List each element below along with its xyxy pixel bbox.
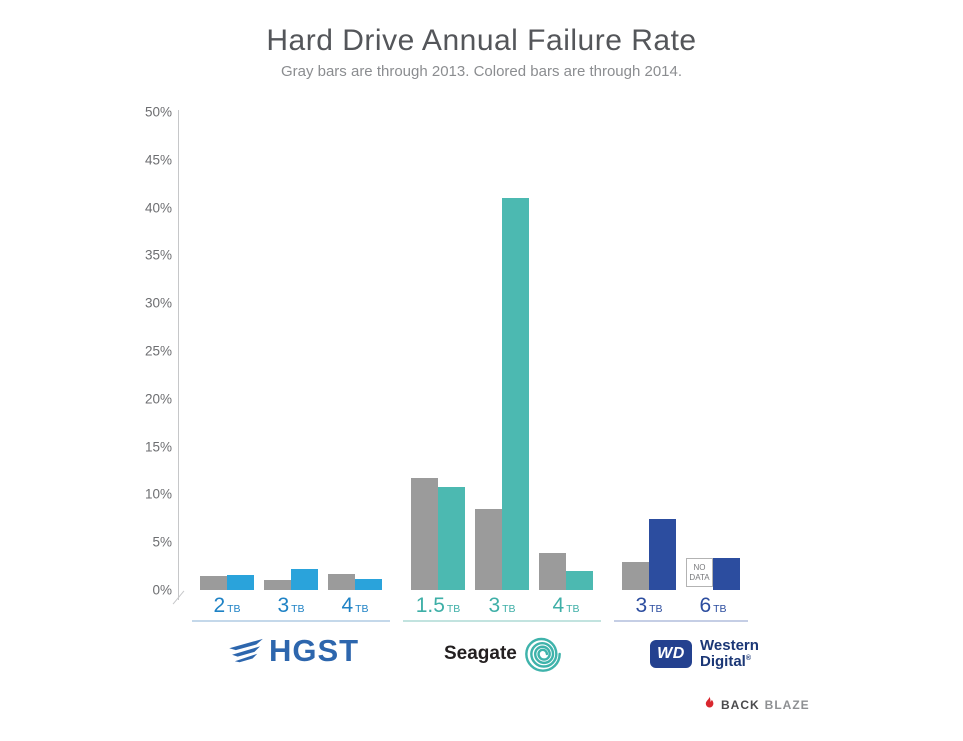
y-axis-tick-label: 40%: [144, 200, 172, 216]
seagate-spiral-icon: [524, 637, 561, 672]
wd-logo-line2: Digital®: [700, 652, 759, 670]
capacity-label: 1.5 TB: [415, 594, 461, 617]
bar-groups: 2 TB 3 TB 4 TB 1.5 TB 3 TB 4 TB 3 TB NO DATA 6 TB: [192, 112, 748, 622]
chart-title: Hard Drive Annual Failure Rate: [266, 24, 697, 57]
bar-through-2014: [713, 558, 740, 590]
y-axis-tick-label: 20%: [144, 391, 172, 407]
capacity-label: 3 TB: [488, 594, 516, 617]
capacity-label: 3 TB: [277, 594, 305, 617]
hgst-wing-icon: [229, 638, 263, 663]
bar-through-2013: [328, 573, 355, 590]
bar-pair-1-5tb: 1.5 TB: [411, 478, 465, 616]
y-axis-tick-label: 15%: [144, 439, 172, 455]
wd-mark: WD: [650, 639, 692, 668]
bar-through-2013: [264, 580, 291, 590]
wd-logo-line1: Western: [700, 637, 759, 654]
bar-through-2013: [200, 575, 227, 590]
no-data-box: NO DATA: [686, 558, 713, 587]
flame-icon: [705, 696, 714, 708]
bar-through-2014: [291, 568, 318, 590]
vendor-group-hgst: 2 TB 3 TB 4 TB: [192, 568, 390, 622]
y-axis: 0% 5% 10% 15% 20% 25% 30% 35% 40% 45% 50%: [118, 105, 172, 598]
y-axis-tick-label: 45%: [144, 152, 172, 168]
wd-logo-text: Western Digital®: [700, 638, 759, 670]
bar-through-2014: [438, 486, 465, 590]
wd-digital-text: Digital: [700, 652, 746, 670]
capacity-label: 3 TB: [635, 594, 663, 617]
bar-pair-3tb: 3 TB: [264, 568, 318, 616]
y-axis-tick-label: 5%: [152, 534, 172, 550]
backblaze-logo-text-back: BACK: [721, 697, 760, 712]
y-axis-tick-label: 25%: [144, 343, 172, 359]
capacity-label: 2 TB: [213, 594, 241, 617]
y-axis-tick-label: 0%: [152, 582, 172, 598]
y-axis-tick-label: 10%: [144, 486, 172, 502]
bar-pair-4tb: 4 TB: [328, 573, 382, 616]
bar-through-2014: [355, 578, 382, 590]
bar-through-2013: [622, 562, 649, 590]
bar-through-2014: [566, 570, 593, 590]
backblaze-logo-text-blaze: BLAZE: [764, 697, 810, 712]
group-underline: [614, 620, 748, 622]
hgst-logo-text: HGST: [269, 633, 360, 668]
capacity-label: 4 TB: [341, 594, 369, 617]
bar-through-2014: [502, 198, 529, 590]
vendor-group-seagate: 1.5 TB 3 TB 4 TB: [403, 198, 601, 622]
bar-pair-3tb: 3 TB: [475, 198, 529, 616]
capacity-label: 4 TB: [552, 594, 580, 617]
bar-through-2014: [649, 519, 676, 590]
registered-mark: ®: [745, 654, 752, 662]
vendor-group-western-digital: 3 TB NO DATA 6 TB: [614, 519, 748, 622]
backblaze-logo: BACK BLAZE: [703, 696, 810, 713]
y-axis-tick-label: 50%: [144, 104, 172, 120]
chart-subtitle: Gray bars are through 2013. Colored bars…: [280, 63, 683, 80]
group-underline: [192, 620, 390, 622]
capacity-label: 6 TB: [699, 594, 727, 617]
seagate-logo-text: Seagate: [444, 643, 517, 664]
bar-through-2014: [227, 574, 254, 590]
seagate-logo: Seagate: [444, 634, 563, 674]
y-axis-line: [178, 110, 179, 600]
bar-through-2013: [475, 508, 502, 590]
group-underline: [403, 620, 601, 622]
hgst-logo: HGST: [228, 633, 359, 669]
bar-pair-4tb: 4 TB: [539, 552, 593, 616]
wd-mark-text: WD: [657, 644, 685, 662]
bar-pair-2tb: 2 TB: [200, 574, 254, 616]
bar-pair-6tb: NO DATA 6 TB: [686, 558, 740, 616]
bar-through-2013: [411, 478, 438, 590]
y-axis-tick-label: 35%: [144, 247, 172, 263]
y-axis-tick-label: 30%: [144, 295, 172, 311]
western-digital-logo: WD Western Digital®: [650, 638, 759, 670]
bar-pair-3tb: 3 TB: [622, 519, 676, 616]
bar-through-2013: [539, 552, 566, 590]
